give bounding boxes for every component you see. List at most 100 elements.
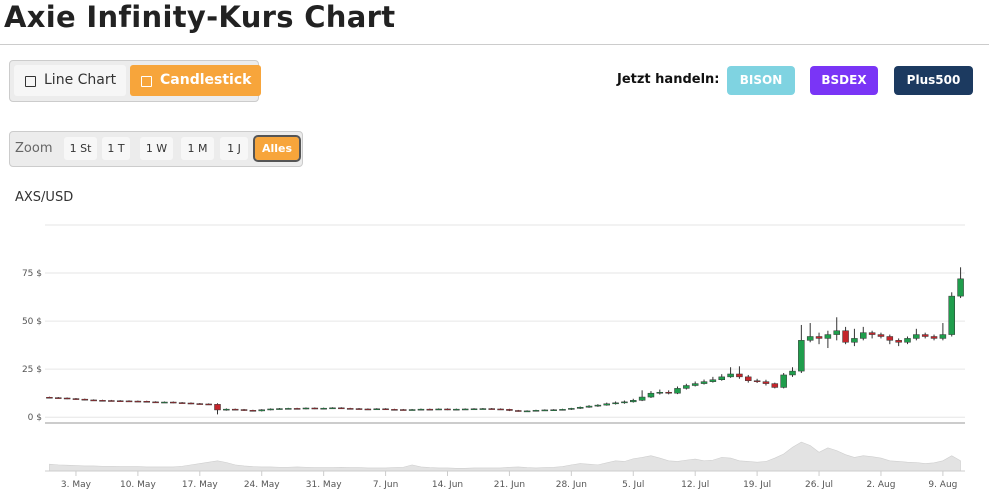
candle-body: [116, 400, 124, 402]
candle-body: [55, 397, 62, 399]
candle-body: [249, 410, 257, 412]
candle-body: [46, 396, 53, 399]
candle-body: [240, 409, 248, 411]
zoom-button[interactable]: 1 J: [220, 137, 248, 160]
x-tick-label: 24. May: [244, 480, 280, 490]
candle-body: [824, 334, 832, 339]
zoom-button[interactable]: 1 T: [102, 137, 130, 160]
candle-body: [497, 408, 504, 411]
candle-body: [523, 410, 531, 413]
x-tick-label: 28. Jun: [556, 480, 587, 490]
candle-body: [426, 408, 434, 411]
x-tick-label: 10. May: [120, 480, 156, 490]
candle-body: [453, 408, 460, 411]
zoom-label: Zoom: [15, 141, 53, 156]
candle-body: [125, 400, 133, 403]
candle-body: [72, 398, 80, 400]
candle-body: [506, 409, 513, 411]
candle-body: [612, 402, 619, 405]
candle-body: [921, 334, 929, 337]
y-tick-label: 75 $: [22, 269, 42, 279]
volume-area: [49, 441, 961, 472]
zoom-bar: Zoom 1 St 1 T 1 W 1 M 1 J Alles: [9, 131, 303, 167]
candle-body: [576, 406, 584, 409]
candle-body: [948, 295, 955, 335]
candle-body: [638, 396, 646, 401]
y-tick-label: 50 $: [22, 317, 42, 327]
candle-body: [762, 381, 770, 384]
page-title: Axie Infinity-Kurs Chart: [4, 0, 396, 34]
candle-body: [683, 385, 690, 389]
x-tick-label: 31. May: [306, 480, 342, 490]
candle-body: [515, 410, 522, 412]
candle-body: [196, 403, 204, 405]
candle-body: [346, 408, 354, 410]
broker-button[interactable]: Plus500: [894, 66, 973, 95]
candle-body: [550, 409, 557, 411]
candle-body: [108, 400, 115, 402]
candle-body: [647, 392, 655, 398]
zoom-button[interactable]: Alles: [253, 135, 301, 162]
zoom-button[interactable]: 1 M: [181, 137, 214, 160]
candle-body: [178, 402, 186, 404]
candle-body: [355, 408, 363, 410]
candle-body: [470, 408, 478, 411]
candle-body: [877, 334, 885, 337]
candle-body: [603, 403, 610, 406]
broker-button[interactable]: BSDEX: [810, 66, 878, 95]
candle-body: [329, 407, 336, 410]
candle-body: [833, 330, 840, 335]
candle-body: [258, 409, 265, 412]
candle-body: [400, 409, 407, 411]
x-tick-label: 21. Jun: [494, 480, 525, 490]
candle-body: [285, 408, 292, 410]
x-tick-label: 14. Jun: [432, 480, 463, 490]
candle-body: [231, 408, 239, 411]
candle-body: [745, 376, 752, 381]
candle-body: [488, 408, 495, 410]
candle-body: [913, 334, 920, 339]
candle-body: [408, 409, 416, 411]
candle-body: [718, 376, 725, 380]
candle-body: [851, 338, 858, 343]
candle-body: [957, 278, 964, 297]
zoom-button[interactable]: 1 St: [64, 137, 97, 160]
candlestick-button[interactable]: Candlestick: [130, 65, 262, 96]
candle-body: [205, 403, 212, 406]
candle-body: [391, 409, 398, 411]
candle-body: [656, 391, 664, 394]
x-tick-label: 26. Jul: [805, 480, 833, 490]
candle-body: [320, 407, 327, 410]
candle-body: [780, 374, 787, 388]
candle-body: [798, 340, 805, 372]
line-chart-button[interactable]: Line Chart: [14, 65, 127, 96]
candle-body: [302, 407, 310, 410]
candle-body: [736, 373, 743, 378]
candle-body: [904, 338, 911, 343]
trade-label: Jetzt handeln:: [617, 72, 720, 87]
candle-body: [214, 404, 221, 411]
zoom-button[interactable]: 1 W: [140, 137, 173, 160]
candle-body: [709, 379, 717, 382]
candle-body: [276, 408, 283, 410]
candle-body: [559, 409, 566, 411]
x-tick-label: 12. Jul: [681, 480, 709, 490]
candle-body: [223, 408, 230, 411]
broker-button[interactable]: BISON: [727, 66, 795, 95]
candle-body: [63, 397, 71, 400]
candle-body: [161, 401, 168, 404]
candle-body: [417, 408, 425, 411]
candle-body: [860, 332, 867, 339]
candle-body: [338, 407, 345, 410]
x-tick-label: 3. May: [61, 480, 92, 490]
divider: [0, 44, 989, 45]
candle-body: [435, 408, 442, 411]
candle-body: [81, 398, 89, 401]
candle-body: [674, 388, 681, 394]
chart-title: AXS/USD: [15, 190, 73, 205]
candle-body: [187, 402, 195, 405]
chart: AXS/USD 0 $ 25 $ 50 $ 75 $ 3. May 10. May 17. …: [15, 190, 965, 490]
candle-body: [479, 408, 487, 410]
candle-body: [868, 332, 876, 335]
